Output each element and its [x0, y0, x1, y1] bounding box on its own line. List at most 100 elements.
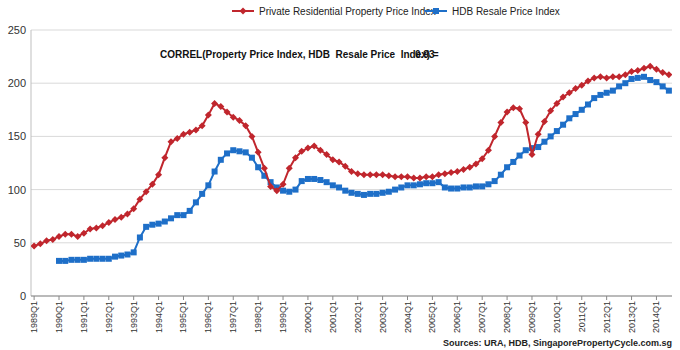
x-tick-label: 2005Q1: [427, 301, 437, 333]
source-note: Sources: URA, HDB, SingaporePropertyCycl…: [443, 338, 672, 348]
grid-line: [31, 83, 672, 84]
legend-label: Private Residential Property Price Index: [259, 6, 436, 17]
grid-line: [31, 242, 672, 243]
x-tick: [59, 296, 60, 300]
grid-line: [31, 30, 672, 31]
marker-diamond: [354, 170, 361, 177]
marker-square: [660, 83, 666, 89]
marker-diamond: [647, 63, 654, 70]
marker-square: [647, 77, 653, 83]
marker-square: [585, 101, 591, 107]
marker-diamond: [560, 94, 567, 101]
marker-diamond: [174, 135, 181, 142]
marker-diamond: [584, 78, 591, 85]
x-tick: [581, 296, 582, 300]
marker-diamond: [161, 154, 168, 161]
marker-diamond: [640, 65, 647, 72]
marker-diamond: [49, 236, 56, 243]
marker-square: [162, 219, 168, 225]
marker-diamond: [628, 68, 635, 75]
marker-square: [292, 187, 298, 193]
marker-diamond: [466, 164, 473, 171]
marker-diamond: [653, 66, 660, 73]
marker-square: [405, 182, 411, 188]
marker-diamond: [448, 169, 455, 176]
marker-diamond: [528, 151, 535, 158]
marker-square: [68, 257, 74, 263]
marker-diamond: [410, 174, 417, 181]
y-tick-label: 0: [20, 290, 26, 302]
x-tick: [407, 296, 408, 300]
marker-diamond: [112, 216, 119, 223]
marker-square: [168, 215, 174, 221]
marker-square: [131, 249, 137, 255]
marker-diamond: [429, 173, 436, 180]
x-tick-label: 1992Q1: [104, 301, 114, 333]
marker-square: [523, 147, 529, 153]
marker-diamond: [553, 100, 560, 107]
marker-diamond: [74, 233, 81, 240]
marker-diamond: [99, 222, 106, 229]
marker-square: [112, 254, 118, 260]
x-tick: [307, 296, 308, 300]
marker-diamond: [136, 196, 143, 203]
x-tick: [133, 296, 134, 300]
x-tick: [108, 296, 109, 300]
marker-square: [199, 191, 205, 197]
legend-marker: [433, 8, 439, 14]
marker-square: [187, 208, 193, 214]
marker-square: [535, 144, 541, 150]
x-tick-label: 1996Q1: [203, 301, 213, 333]
x-tick-label: 2001Q1: [328, 301, 338, 333]
marker-diamond: [68, 231, 75, 238]
marker-square: [193, 199, 199, 205]
marker-diamond: [217, 103, 224, 110]
marker-diamond: [435, 171, 442, 178]
marker-square: [324, 179, 330, 185]
marker-square: [392, 187, 398, 193]
x-tick: [208, 296, 209, 300]
marker-square: [492, 178, 498, 184]
marker-square: [212, 169, 218, 175]
x-tick-label: 2004Q1: [403, 301, 413, 333]
marker-square: [330, 182, 336, 188]
annotation: CORREL(Property Price Index, HDB Resale …: [160, 49, 439, 60]
marker-square: [641, 74, 647, 80]
marker-square: [517, 153, 523, 159]
x-tick-label: 2008Q1: [502, 301, 512, 333]
marker-diamond: [485, 147, 492, 154]
x-tick: [258, 296, 259, 300]
marker-square: [75, 257, 81, 263]
x-tick-label: 2013Q1: [627, 301, 637, 333]
x-tick-label: 2014Q1: [651, 301, 661, 333]
x-tick: [83, 296, 84, 300]
marker-square: [448, 186, 454, 192]
marker-square: [554, 128, 560, 134]
series-line: [59, 77, 669, 261]
marker-square: [149, 222, 155, 228]
marker-diamond: [93, 224, 100, 231]
marker-square: [429, 180, 435, 186]
marker-square: [143, 224, 149, 230]
marker-diamond: [423, 173, 430, 180]
marker-square: [174, 212, 180, 218]
x-tick: [158, 296, 159, 300]
marker-square: [653, 79, 659, 85]
marker-diamond: [155, 171, 162, 178]
marker-square: [666, 88, 672, 94]
marker-square: [442, 184, 448, 190]
y-tick-label: 200: [8, 77, 26, 89]
marker-diamond: [31, 242, 38, 249]
marker-square: [566, 115, 572, 121]
y-tick-label: 50: [14, 237, 26, 249]
marker-diamond: [665, 71, 672, 78]
x-tick: [631, 296, 632, 300]
x-tick-label: 2012Q1: [602, 301, 612, 333]
marker-square: [218, 157, 224, 163]
chart: 0501001502002501989Q11990Q11991Q11992Q11…: [0, 0, 680, 350]
y-axis: [31, 30, 32, 296]
x-tick-label: 1997Q1: [228, 301, 238, 333]
marker-diamond: [37, 240, 44, 247]
marker-square: [243, 149, 249, 155]
marker-diamond: [80, 230, 87, 237]
